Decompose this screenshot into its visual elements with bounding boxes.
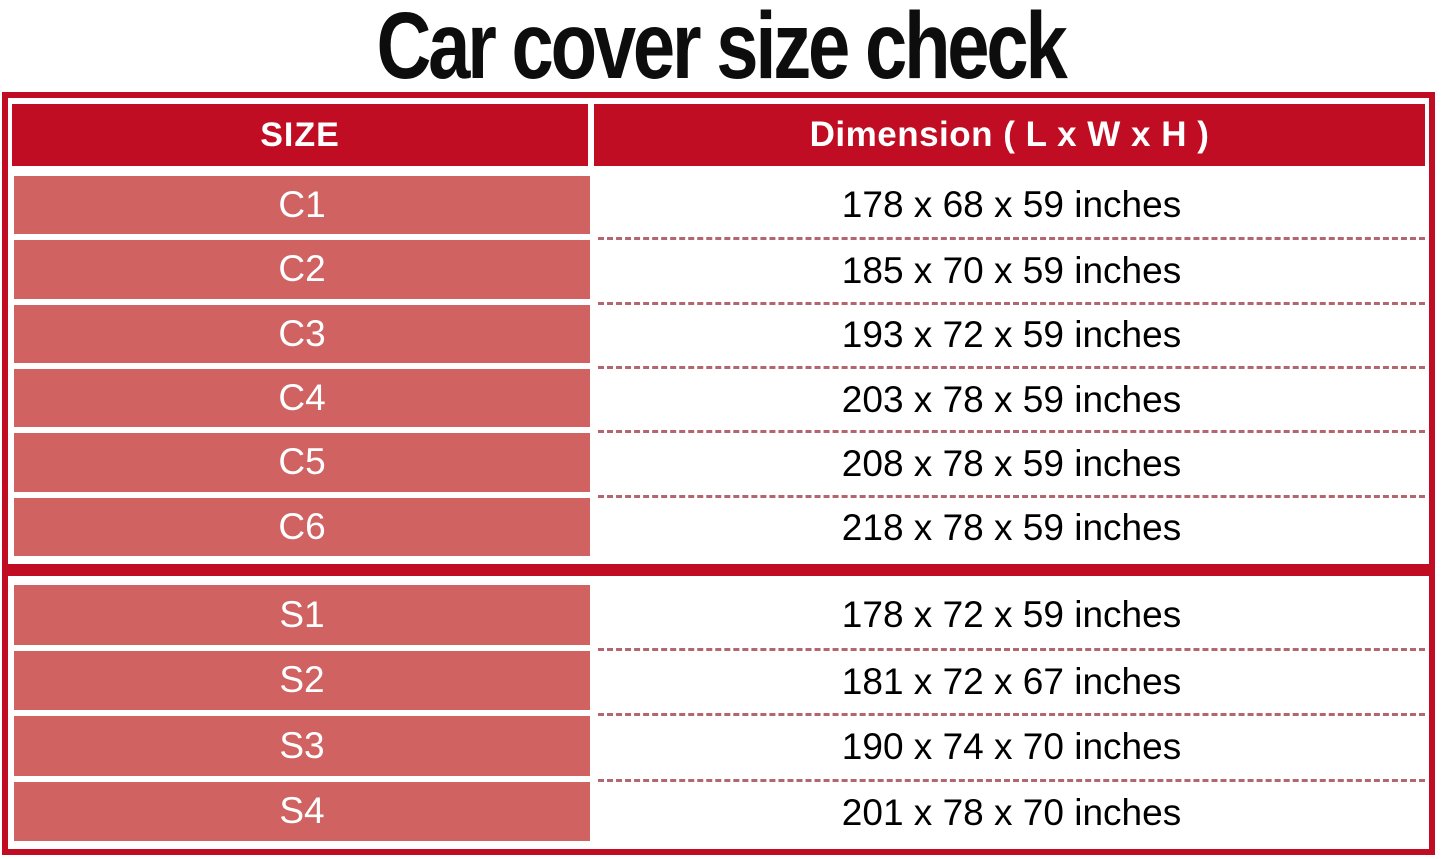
dimension-cell: 178 x 68 x 59 inches (841, 184, 1182, 226)
table-row: S2 181 x 72 x 67 inches (12, 647, 1425, 714)
dimension-cell: 193 x 72 x 59 inches (598, 301, 1425, 366)
dimension-cell: 185 x 70 x 59 inches (598, 237, 1425, 301)
size-column-header: SIZE (12, 104, 588, 166)
table-row: C4 203 x 78 x 59 inches (12, 365, 1425, 430)
dimension-column-header: Dimension ( L x W x H ) (594, 104, 1425, 166)
dimension-cell: 208 x 78 x 59 inches (598, 430, 1425, 494)
table-row: S4 201 x 78 x 70 inches (12, 778, 1425, 845)
dimension-cell: 181 x 72 x 67 inches (598, 647, 1425, 714)
table-row: C1 178 x 68 x 59 inches (12, 173, 1425, 237)
size-cell: S3 (14, 716, 590, 776)
size-cell: C2 (14, 240, 590, 299)
table-row: C3 193 x 72 x 59 inches (12, 301, 1425, 366)
page-title: Car cover size check (376, 0, 1067, 99)
dimension-cell: 178 x 72 x 59 inches (841, 593, 1182, 635)
size-cell: S4 (14, 781, 590, 841)
dimension-cell: 218 x 78 x 59 inches (598, 494, 1425, 559)
table-row: C6 218 x 78 x 59 inches (12, 494, 1425, 559)
dimension-cell: 190 x 74 x 70 inches (598, 713, 1425, 779)
s-size-table: S1 178 x 72 x 59 inches S2 181 x 72 x 67 in… (2, 570, 1435, 855)
c-size-table: SIZE Dimension ( L x W x H ) C1 178 x 68 … (2, 92, 1435, 570)
size-cell: S2 (14, 650, 590, 710)
dimension-cell: 203 x 78 x 59 inches (598, 365, 1425, 430)
size-cell: C5 (14, 433, 590, 492)
table-row: C2 185 x 70 x 59 inches (12, 237, 1425, 301)
table-header-row: SIZE Dimension ( L x W x H ) (12, 104, 1425, 166)
size-cell: C4 (14, 368, 590, 428)
size-cell: C1 (14, 176, 590, 235)
table-row: S3 190 x 74 x 70 inches (12, 713, 1425, 779)
size-cell: C3 (14, 304, 590, 363)
size-cell: S1 (14, 585, 590, 645)
c-size-rows: C1 178 x 68 x 59 inches C2 185 x 70 x 59 in… (12, 173, 1425, 559)
size-cell: C6 (14, 497, 590, 556)
s-size-rows: S1 178 x 72 x 59 inches S2 181 x 72 x 67 in… (12, 582, 1425, 844)
table-row: C5 208 x 78 x 59 inches (12, 430, 1425, 494)
table-row: S1 178 x 72 x 59 inches (12, 582, 1425, 648)
dimension-cell: 201 x 78 x 70 inches (598, 778, 1425, 845)
